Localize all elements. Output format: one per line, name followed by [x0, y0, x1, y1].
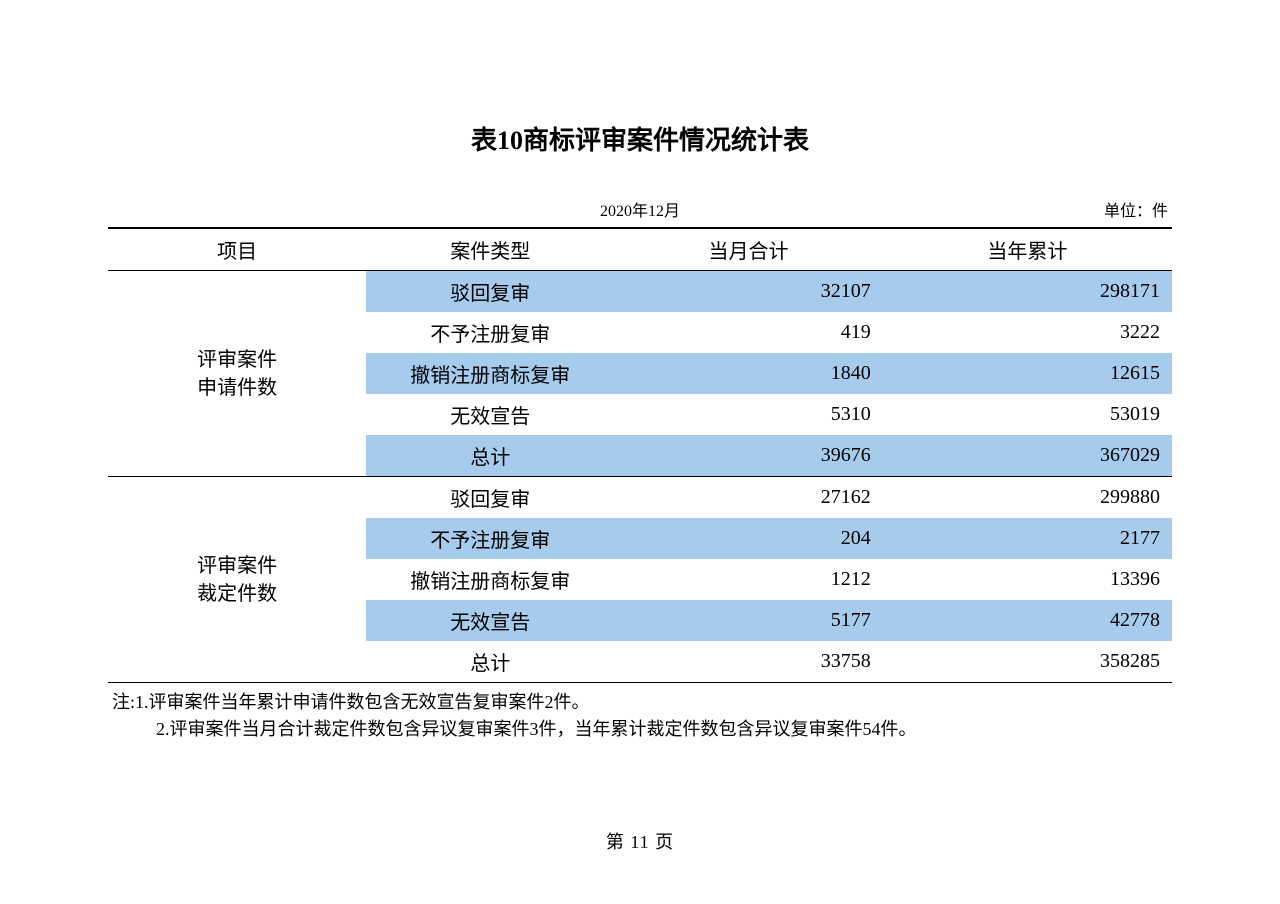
cell-type: 无效宣告	[366, 600, 614, 641]
cell-year: 13396	[883, 559, 1172, 600]
cell-year: 3222	[883, 312, 1172, 353]
cell-type: 不予注册复审	[366, 518, 614, 559]
cell-month: 204	[614, 518, 883, 559]
section-label: 评审案件 裁定件数	[108, 477, 366, 683]
cell-month: 32107	[614, 271, 883, 313]
cell-month: 5310	[614, 394, 883, 435]
table-row: 评审案件 裁定件数 驳回复审 27162 299880	[108, 477, 1172, 519]
cell-month: 5177	[614, 600, 883, 641]
note-1: 1.评审案件当年累计申请件数包含无效宣告复审案件2件。	[135, 692, 590, 712]
page-title: 表10商标评审案件情况统计表	[108, 120, 1172, 157]
header-casetype: 案件类型	[366, 228, 614, 271]
cell-month: 39676	[614, 435, 883, 477]
cell-year: 358285	[883, 641, 1172, 683]
note-2: 2.评审案件当月合计裁定件数包含异议复审案件3件，当年累计裁定件数包含异议复审案…	[112, 716, 1172, 743]
cell-month: 27162	[614, 477, 883, 519]
section-label-line1: 评审案件	[197, 349, 277, 371]
cell-year: 367029	[883, 435, 1172, 477]
cell-month: 1840	[614, 353, 883, 394]
cell-year: 12615	[883, 353, 1172, 394]
header-month: 当月合计	[614, 228, 883, 271]
cell-year: 2177	[883, 518, 1172, 559]
subheader: 2020年12月 单位：件	[108, 197, 1172, 223]
section-label: 评审案件 申请件数	[108, 271, 366, 477]
cell-month: 33758	[614, 641, 883, 683]
cell-type: 不予注册复审	[366, 312, 614, 353]
section-label-line1: 评审案件	[197, 555, 277, 577]
page-footer: 第 11 页	[0, 828, 1280, 854]
section-label-line2: 裁定件数	[197, 583, 277, 605]
header-year: 当年累计	[883, 228, 1172, 271]
cell-type: 总计	[366, 435, 614, 477]
cell-type: 无效宣告	[366, 394, 614, 435]
cell-year: 299880	[883, 477, 1172, 519]
table-row: 评审案件 申请件数 驳回复审 32107 298171	[108, 271, 1172, 313]
cell-type: 撤销注册商标复审	[366, 559, 614, 600]
cell-month: 419	[614, 312, 883, 353]
table-header-row: 项目 案件类型 当月合计 当年累计	[108, 228, 1172, 271]
cell-type: 总计	[366, 641, 614, 683]
notes: 注:1.评审案件当年累计申请件数包含无效宣告复审案件2件。 2.评审案件当月合计…	[108, 689, 1172, 743]
cell-month: 1212	[614, 559, 883, 600]
cell-year: 298171	[883, 271, 1172, 313]
cell-year: 53019	[883, 394, 1172, 435]
cell-type: 撤销注册商标复审	[366, 353, 614, 394]
stats-table: 项目 案件类型 当月合计 当年累计 评审案件 申请件数 驳回复审 32107 2…	[108, 227, 1172, 683]
notes-prefix: 注:	[112, 692, 135, 712]
unit-label: 单位：件	[1104, 197, 1168, 221]
cell-year: 42778	[883, 600, 1172, 641]
period-label: 2020年12月	[600, 197, 680, 221]
cell-type: 驳回复审	[366, 477, 614, 519]
header-project: 项目	[108, 228, 366, 271]
section-label-line2: 申请件数	[197, 377, 277, 399]
cell-type: 驳回复审	[366, 271, 614, 313]
